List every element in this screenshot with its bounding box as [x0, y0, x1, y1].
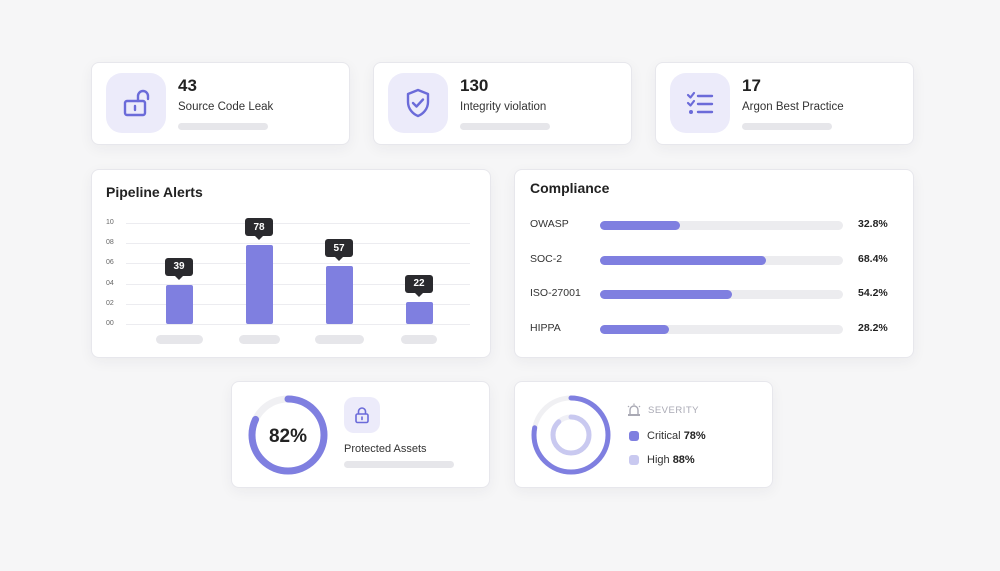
- compliance-card[interactable]: Compliance OWASP 32.8% SOC-2 68.4% ISO-2…: [514, 169, 914, 358]
- stat-value: 130: [460, 76, 489, 95]
- chart-bar[interactable]: [325, 266, 353, 324]
- high-legend-value: 88%: [672, 454, 695, 466]
- chart-bar[interactable]: [405, 301, 433, 324]
- stat-label: Source Code Leak: [178, 101, 274, 113]
- protected-assets-label: Protected Assets: [344, 443, 427, 455]
- compliance-name: HIPPA: [530, 322, 561, 334]
- icon-tile: [670, 73, 730, 133]
- icon-tile: [106, 73, 166, 133]
- y-tick-label: 00: [106, 320, 114, 327]
- severity-title: SEVERITY: [648, 405, 699, 416]
- compliance-track: [600, 256, 843, 265]
- compliance-track: [600, 290, 843, 299]
- pipeline-alerts-card[interactable]: Pipeline Alerts 10 08 06 04 02 00 39 78 57 22: [91, 169, 491, 358]
- compliance-fill: [600, 256, 767, 265]
- icon-tile: [388, 73, 448, 133]
- chart-bar[interactable]: [165, 284, 193, 324]
- donut-progress: [248, 395, 328, 475]
- unlock-icon: [123, 89, 150, 117]
- critical-legend-swatch: [629, 431, 639, 441]
- protected-assets-donut: 82%: [248, 395, 328, 475]
- stat-card-integrity-violation[interactable]: 130 Integrity violation: [373, 62, 632, 145]
- siren-icon: [627, 403, 641, 416]
- stat-label: Integrity violation: [460, 101, 547, 113]
- compliance-fill: [600, 221, 680, 230]
- compliance-value: 54.2%: [858, 287, 888, 299]
- stat-placeholder-bar: [742, 123, 832, 130]
- compliance-row-owasp: OWASP 32.8%: [530, 218, 900, 232]
- compliance-row-hippa: HIPPA 28.2%: [530, 322, 900, 336]
- stat-value: 43: [178, 76, 197, 95]
- protected-percent: 82%: [269, 426, 307, 447]
- compliance-name: OWASP: [530, 218, 569, 230]
- critical-legend: Critical 78%: [647, 430, 706, 442]
- stat-placeholder-bar: [460, 123, 550, 130]
- stat-card-source-code-leak[interactable]: 43 Source Code Leak: [91, 62, 350, 145]
- bar-value-label: 57: [325, 239, 353, 262]
- y-tick-label: 08: [106, 239, 114, 247]
- chart-grid-line: [126, 243, 470, 245]
- x-axis-placeholder: [155, 335, 203, 344]
- stat-placeholder-bar: [178, 123, 268, 130]
- shield-check-icon: [406, 88, 430, 118]
- chart-grid-line: [126, 263, 470, 265]
- high-progress: [550, 414, 592, 456]
- chart-grid-line: [126, 324, 470, 325]
- x-axis-placeholder: [401, 335, 437, 344]
- high-legend-name: High: [647, 454, 670, 466]
- bar-value-label: 39: [165, 257, 193, 280]
- x-axis-placeholder: [238, 335, 280, 344]
- compliance-row-iso27001: ISO-27001 54.2%: [530, 287, 900, 301]
- critical-legend-name: Critical: [647, 430, 681, 442]
- compliance-fill: [600, 290, 732, 299]
- compliance-track: [600, 325, 843, 334]
- stat-value: 17: [742, 76, 761, 95]
- checklist-icon: [686, 91, 714, 114]
- protected-placeholder-bar: [344, 461, 454, 468]
- chart-bar[interactable]: [245, 245, 273, 324]
- stat-label: Argon Best Practice: [742, 101, 844, 113]
- x-axis-placeholder: [314, 335, 364, 344]
- high-legend: High 88%: [647, 454, 695, 466]
- protected-assets-card[interactable]: 82% Protected Assets: [231, 381, 490, 488]
- compliance-value: 32.8%: [858, 218, 888, 230]
- y-tick-label: 10: [106, 219, 114, 226]
- pipeline-alerts-title: Pipeline Alerts: [106, 184, 203, 200]
- chart-grid-line: [126, 303, 470, 305]
- compliance-title: Compliance: [530, 180, 610, 196]
- compliance-value: 68.4%: [858, 253, 888, 265]
- y-tick-label: 02: [106, 299, 114, 307]
- compliance-name: ISO-27001: [530, 287, 581, 299]
- stat-card-argon-best-practice[interactable]: 17 Argon Best Practice: [655, 62, 914, 145]
- compliance-row-soc2: SOC-2 68.4%: [530, 253, 900, 267]
- bar-value-label: 22: [405, 274, 433, 297]
- compliance-fill: [600, 325, 669, 334]
- compliance-track: [600, 221, 843, 230]
- chart-grid-line: [126, 223, 470, 224]
- bar-value-label: 78: [245, 218, 273, 241]
- critical-progress: [531, 395, 611, 475]
- critical-legend-value: 78%: [683, 430, 706, 442]
- severity-card[interactable]: SEVERITY Critical 78% High 88%: [514, 381, 773, 488]
- chart-grid-line: [126, 283, 470, 285]
- compliance-name: SOC-2: [530, 253, 563, 265]
- icon-tile: [344, 397, 380, 433]
- compliance-value: 28.2%: [858, 322, 888, 334]
- y-tick-label: 06: [106, 259, 114, 267]
- high-legend-swatch: [629, 455, 639, 465]
- y-tick-label: 04: [106, 279, 114, 287]
- severity-donut: [531, 395, 611, 475]
- lock-icon: [355, 407, 369, 424]
